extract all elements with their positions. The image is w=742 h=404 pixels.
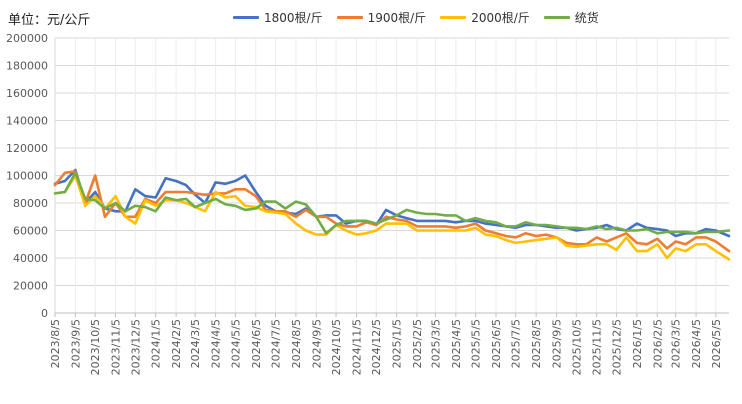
x-tick-label: 2023/12/5	[129, 319, 142, 375]
legend-label: 2000根/斤	[471, 11, 530, 25]
series-line-3	[53, 174, 731, 261]
x-tick-label: 2024/6/5	[250, 319, 263, 368]
x-tick-label: 2025/4/5	[450, 319, 463, 368]
x-tick-label: 2025/7/5	[510, 319, 523, 368]
x-tick-label: 2025/5/5	[470, 319, 483, 368]
x-tick-label: 2024/1/5	[150, 319, 163, 368]
unit-label: 单位：元/公斤	[8, 13, 91, 28]
x-tick-label: 2023/8/5	[49, 319, 62, 368]
x-tick-label: 2025/6/5	[490, 319, 503, 368]
x-tick-label: 2024/7/5	[269, 319, 282, 368]
y-tick-label: 20000	[13, 280, 48, 293]
y-tick-label: 100000	[6, 170, 48, 183]
y-tick-label: 180000	[6, 60, 48, 73]
y-tick-label: 80000	[13, 197, 48, 210]
x-tick-label: 2024/3/5	[189, 319, 202, 368]
x-tick-label: 2023/11/5	[110, 319, 123, 375]
x-tick-label: 2025/12/5	[610, 319, 623, 375]
legend-item: 2000根/斤	[440, 9, 530, 26]
y-tick-label: 40000	[13, 252, 48, 265]
x-tick-label: 2025/10/5	[570, 319, 583, 375]
x-tick-label: 2026/3/5	[670, 319, 683, 368]
y-tick-label: 160000	[6, 87, 48, 100]
x-tick-label: 2023/10/5	[89, 319, 102, 375]
x-tick-label: 2025/9/5	[551, 319, 564, 368]
legend-swatch	[440, 16, 467, 19]
legend-swatch	[336, 16, 363, 19]
legend-item: 统货	[543, 9, 599, 26]
legend-swatch	[543, 16, 570, 19]
series-line-4	[53, 171, 731, 235]
legend-label: 1800根/斤	[264, 11, 323, 25]
x-tick-label: 2024/2/5	[170, 319, 183, 368]
x-tick-label: 2024/12/5	[370, 319, 383, 375]
x-tick-label: 2024/5/5	[229, 319, 242, 368]
x-tick-label: 2026/5/5	[710, 319, 723, 368]
x-tick-label: 2024/9/5	[310, 319, 323, 368]
y-tick-label: 140000	[6, 115, 48, 128]
legend-item: 1800根/斤	[233, 9, 323, 26]
y-tick-label: 120000	[6, 142, 48, 155]
x-tick-label: 2025/11/5	[591, 319, 604, 375]
x-tick-label: 2025/8/5	[530, 319, 543, 368]
legend-label: 统货	[574, 11, 599, 25]
y-tick-label: 0	[41, 307, 48, 320]
x-tick-label: 2024/8/5	[290, 319, 303, 368]
x-tick-label: 2024/10/5	[330, 319, 343, 375]
y-tick-label: 200000	[6, 32, 48, 45]
x-tick-label: 2023/9/5	[69, 319, 82, 368]
y-tick-label: 60000	[13, 225, 48, 238]
chart-legend: 1800根/斤 1900根/斤 2000根/斤 统货	[233, 9, 599, 26]
x-tick-label: 2025/3/5	[429, 319, 442, 368]
legend-swatch	[233, 16, 259, 19]
legend-label: 1900根/斤	[367, 11, 427, 25]
legend-item: 1900根/斤	[336, 9, 427, 26]
x-tick-label: 2024/11/5	[350, 319, 363, 375]
x-tick-label: 2026/4/5	[690, 319, 703, 368]
x-tick-label: 2025/2/5	[411, 319, 424, 368]
x-tick-label: 2024/4/5	[210, 319, 223, 368]
x-tick-label: 2026/1/5	[631, 319, 644, 368]
x-tick-label: 2025/1/5	[391, 319, 404, 368]
x-tick-label: 2026/2/5	[651, 319, 664, 368]
